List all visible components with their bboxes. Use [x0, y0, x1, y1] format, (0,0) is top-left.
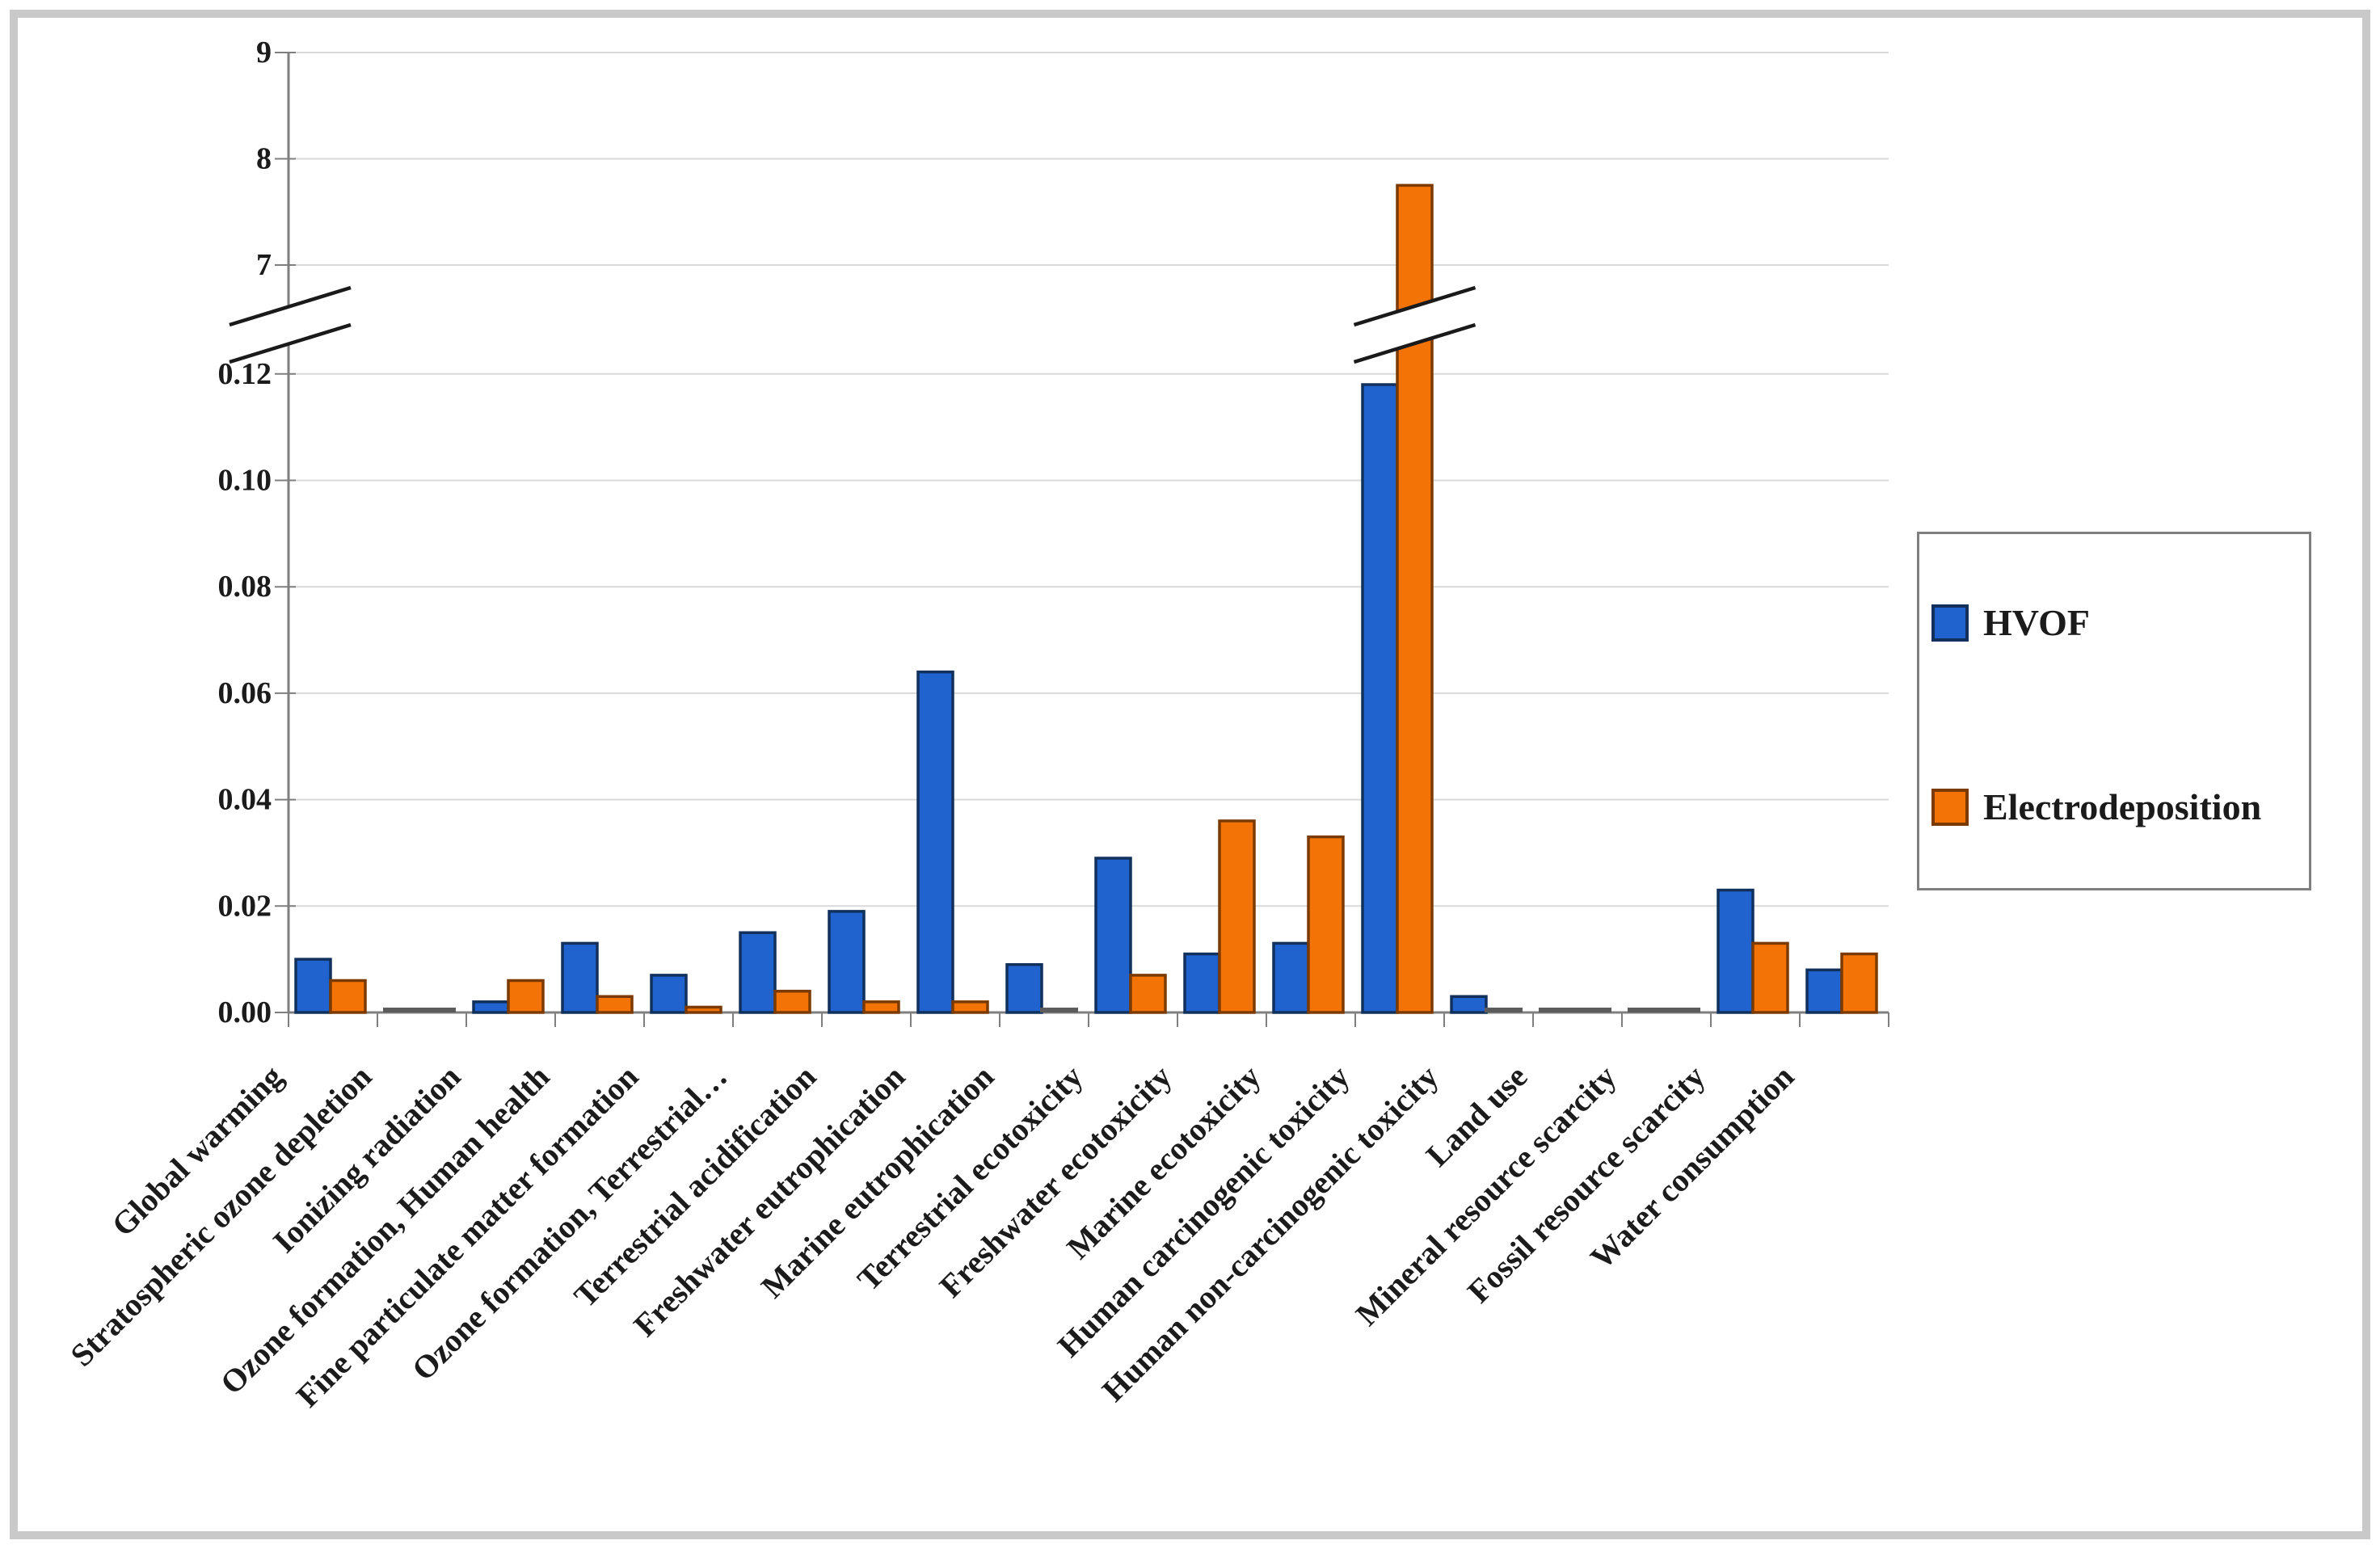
bar-break-mark-lower-stroke	[1353, 322, 1476, 364]
axis-break-mark-lower-stroke	[229, 322, 352, 364]
bar-electrodeposition-5	[773, 989, 811, 1014]
bar-hvof-10	[1183, 952, 1221, 1014]
bar-hvof-6	[828, 910, 866, 1014]
bar-hvof-0	[294, 958, 332, 1014]
bar-hvof-13	[1450, 995, 1488, 1014]
bar-electrodeposition-17	[1840, 952, 1878, 1014]
bar-electrodeposition-0	[329, 979, 367, 1014]
legend-item-electrodeposition: Electrodeposition	[1931, 785, 2261, 828]
category-label: Ozone formation, Human health	[213, 1059, 557, 1402]
axis-break-mark-upper-stroke	[229, 285, 352, 327]
bar-electrodeposition-16	[1751, 941, 1789, 1014]
bar-hvof-3	[561, 941, 599, 1014]
bar-hvof-7	[916, 670, 954, 1014]
legend-item-hvof: HVOF	[1931, 601, 2090, 644]
bar-break-mark-gap	[1354, 288, 1476, 362]
zero-bar-electrodeposition-14	[1573, 1008, 1611, 1012]
bar-hvof-2	[472, 1000, 510, 1014]
legend-box	[1917, 532, 2311, 890]
zero-bar-electrodeposition-8	[1040, 1008, 1078, 1012]
y-tick-label-lower: 0.02	[218, 889, 272, 923]
bar-hvof-4	[650, 974, 688, 1014]
bar-hvof-16	[1717, 888, 1754, 1014]
hvof-swatch-icon	[1931, 604, 1969, 642]
y-tick-label-lower: 0.04	[218, 783, 272, 817]
zero-bar-hvof-1	[383, 1008, 421, 1012]
y-tick-label-lower: 0.06	[218, 676, 272, 710]
zero-bar-hvof-14	[1539, 1008, 1577, 1012]
bar-break-mark-upper-stroke	[1353, 285, 1476, 327]
zero-bar-electrodeposition-15	[1662, 1008, 1700, 1012]
legend-label-hvof: HVOF	[1983, 602, 2090, 643]
y-tick-label-upper: 7	[256, 248, 272, 282]
bar-hvof-11	[1272, 941, 1310, 1014]
electrodeposition-swatch-icon	[1931, 788, 1969, 826]
bar-electrodeposition-10	[1218, 819, 1256, 1014]
bar-electrodeposition-9	[1129, 974, 1167, 1014]
bar-hvof-17	[1805, 968, 1843, 1014]
bar-electrodeposition-7	[951, 1000, 989, 1014]
zero-bar-electrodeposition-1	[418, 1008, 456, 1012]
y-tick-label-lower: 0.00	[218, 995, 272, 1029]
bar-electrodeposition-6	[862, 1000, 900, 1014]
bar-hvof-5	[739, 931, 777, 1014]
bar-hvof-9	[1094, 857, 1132, 1014]
zero-bar-hvof-15	[1628, 1008, 1666, 1012]
bar-hvof-8	[1005, 962, 1043, 1014]
y-tick-label-upper: 9	[256, 36, 272, 69]
bar-electrodeposition-3	[596, 995, 634, 1014]
y-tick-label-lower: 0.08	[218, 570, 272, 604]
zero-bar-electrodeposition-13	[1485, 1008, 1523, 1012]
bar-electrodeposition-11	[1307, 835, 1345, 1014]
bar-electrodeposition-4	[685, 1005, 722, 1014]
y-tick-label-lower: 0.10	[218, 464, 272, 498]
y-tick-label-upper: 8	[256, 142, 272, 176]
legend-label-electrodeposition: Electrodeposition	[1983, 786, 2262, 827]
axis-break-mark-gap	[230, 288, 351, 362]
bar-electrodeposition-2	[507, 979, 545, 1014]
y-tick-label-lower: 0.12	[218, 357, 272, 391]
bar-hvof-12	[1361, 383, 1399, 1014]
